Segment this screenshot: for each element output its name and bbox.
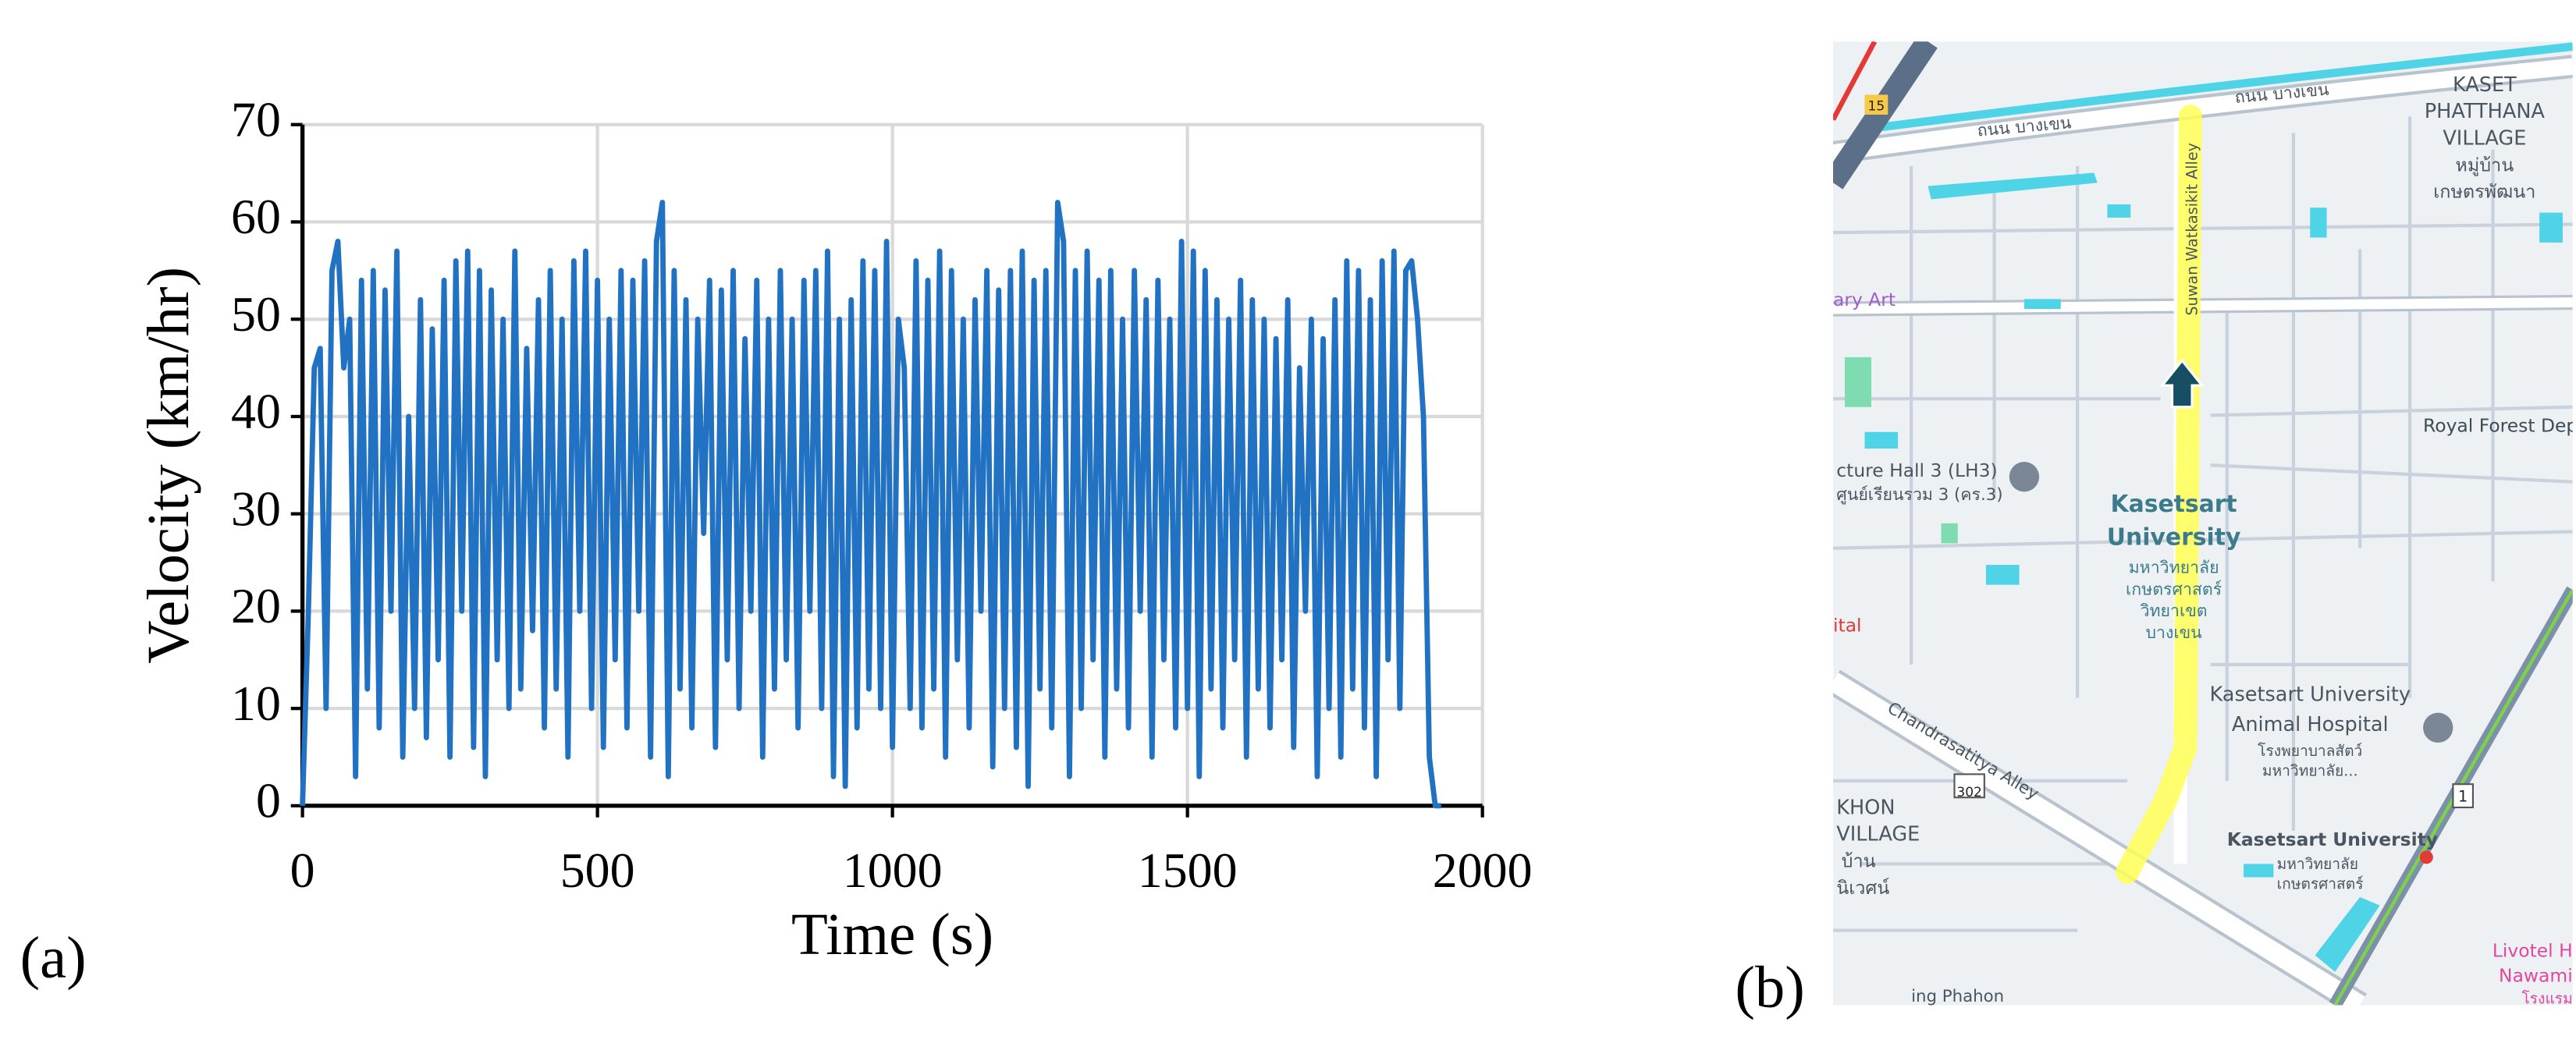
map-label: ital — [1833, 614, 1862, 636]
map-label: ศูนย์เรียนรวม 3 (คร.3) — [1836, 485, 2002, 505]
y-axis-label: Velocity (km/hr) — [135, 267, 201, 664]
map-label: Kasetsart University — [2209, 683, 2410, 707]
data-line — [300, 200, 1441, 809]
map-label: Livotel H — [2493, 940, 2573, 962]
x-tick-label: 500 — [560, 843, 635, 898]
route-shield — [2452, 783, 2475, 809]
x-tick-label: 1500 — [1138, 843, 1238, 898]
rail — [1833, 41, 1878, 121]
x-tick-label: 0 — [290, 843, 315, 898]
map-label: โรงพยาบาลสัตว์ — [2258, 742, 2362, 760]
chart: Velocity (km/hr) Time (s) (a) 0 10 20 30 40 5… — [20, 91, 1533, 990]
panel-label: (b) — [1735, 954, 1804, 1020]
map-label: ary Art — [1833, 289, 1896, 310]
map-label: VILLAGE — [1836, 823, 1920, 846]
map-label: วิทยาเขต — [2141, 601, 2208, 621]
route-shield — [1953, 773, 1985, 799]
y-tick-label: 30 — [231, 481, 281, 536]
map-label: เกษตรศาสตร์ — [2126, 580, 2222, 599]
map-label: University — [2107, 524, 2241, 552]
map-label: Kasetsart — [2111, 491, 2237, 518]
road — [1833, 672, 2365, 1006]
map-label: VILLAGE — [2443, 126, 2526, 150]
y-tick-label: 10 — [231, 676, 281, 731]
map-label: บางเขน — [2145, 623, 2202, 643]
poi-icon — [2419, 850, 2433, 864]
road — [1833, 297, 2573, 314]
water — [1864, 172, 2563, 972]
map-label: PHATTHANA — [2425, 100, 2546, 123]
map-label: โรงแรม — [2522, 989, 2573, 1007]
route — [2116, 105, 2202, 884]
route-number: 302 — [1956, 785, 1981, 800]
y-tick-label: 60 — [231, 189, 281, 244]
map-label: Royal Forest Dep — [2423, 415, 2576, 437]
y-tick-label: 20 — [231, 578, 281, 633]
map-label: เกษตรพัฒนา — [2433, 180, 2535, 202]
map-label: Nawami — [2499, 965, 2573, 987]
park — [1941, 523, 1958, 544]
map-label: มหาวิทยาลัย — [2277, 855, 2358, 873]
map-label: Suwan Watkasikit Alley — [2183, 143, 2201, 316]
route-shield — [1864, 94, 1888, 115]
map-label: นิเวศน์ — [1836, 877, 1889, 899]
map-label: KHON — [1836, 796, 1895, 820]
route-number: 15 — [1868, 98, 1885, 114]
map-label: cture Hall 3 (LH3) — [1836, 459, 1997, 481]
route-number: 1 — [2458, 788, 2468, 806]
direction-arrow — [2159, 358, 2205, 409]
map-label: บ้าน — [1842, 850, 1876, 872]
panel-label: (a) — [20, 924, 87, 991]
map: KASET PHATTHANA VILLAGE หมู่บ้าน เกษตรพั… — [1735, 41, 2576, 1020]
y-tick-label: 50 — [231, 286, 281, 342]
poi-icon — [2423, 712, 2453, 743]
map-label: Animal Hospital — [2232, 713, 2389, 736]
x-axis-label: Time (s) — [791, 901, 993, 967]
park — [1844, 357, 1872, 407]
map-label: KASET — [2453, 73, 2517, 97]
map-label: ing Phahon — [1911, 987, 2004, 1006]
map-label: มหาวิทยาลัย — [2129, 559, 2219, 578]
x-tick-label: 1000 — [843, 843, 943, 898]
canal — [1860, 42, 2573, 134]
x-tick-label: 2000 — [1433, 843, 1533, 898]
map-label: เกษตรศาสตร์ — [2277, 874, 2364, 892]
y-tick-label: 40 — [231, 384, 281, 439]
map-label: มหาวิทยาลัย... — [2262, 762, 2358, 780]
poi-icon — [2009, 462, 2040, 492]
y-tick-label: 70 — [231, 91, 281, 147]
map-label: Kasetsart University — [2227, 828, 2438, 850]
map-label: หมู่บ้าน — [2455, 154, 2514, 176]
y-tick-label: 0 — [256, 773, 281, 828]
